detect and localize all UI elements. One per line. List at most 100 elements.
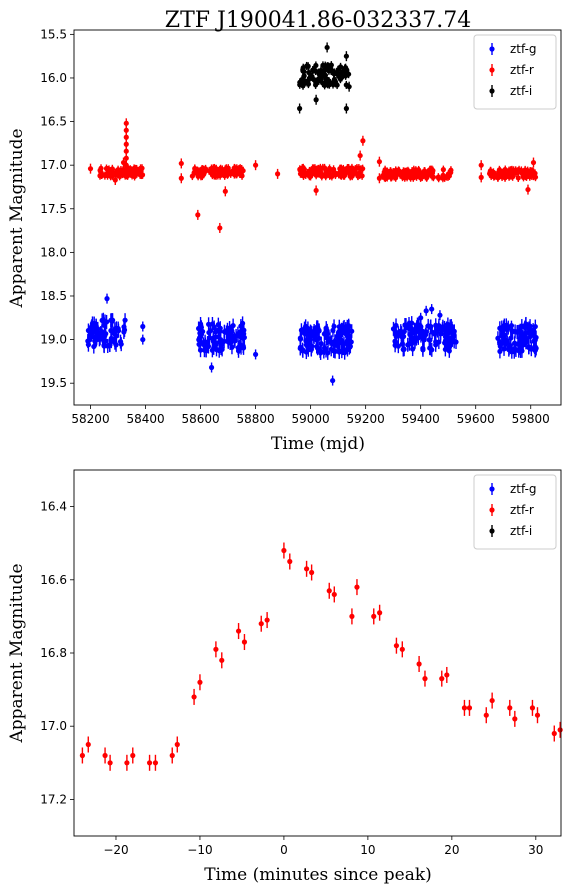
data-point: [138, 172, 145, 178]
data-point: [87, 166, 94, 172]
data-point: [96, 332, 102, 338]
data-point: [89, 320, 96, 327]
legend-marker: [489, 46, 495, 52]
data-point: [343, 53, 349, 59]
data-point: [134, 166, 140, 172]
data-point: [287, 558, 293, 565]
data-point: [466, 705, 473, 711]
data-point: [226, 325, 233, 331]
data-point: [308, 346, 314, 353]
data-point: [235, 628, 242, 634]
data-point: [258, 621, 264, 627]
data-point: [241, 334, 247, 341]
data-point: [335, 67, 341, 73]
legend-label: ztf-r: [510, 63, 534, 77]
data-point: [501, 346, 507, 352]
data-point: [216, 170, 222, 176]
data-point: [451, 333, 457, 339]
data-point: [196, 168, 202, 174]
data-point: [497, 348, 503, 355]
data-point: [122, 317, 128, 323]
data-point: [387, 168, 393, 174]
data-point: [551, 730, 557, 737]
data-point: [427, 345, 433, 351]
x-tick-label: 30: [528, 843, 543, 857]
data-point: [313, 68, 319, 74]
data-point: [123, 155, 129, 161]
data-point: [360, 138, 366, 144]
data-point: [447, 169, 453, 175]
data-point: [140, 336, 146, 343]
y-tick-label: 17.0: [40, 158, 67, 172]
data-point: [217, 225, 223, 231]
data-point: [320, 62, 326, 68]
x-tick-label: 0: [280, 843, 288, 857]
data-point: [201, 347, 208, 353]
data-point: [237, 166, 243, 172]
data-point: [110, 171, 116, 177]
y-tick-label: 16.6: [40, 573, 67, 587]
y-tick-label: 17.2: [40, 792, 67, 806]
data-point: [437, 312, 443, 318]
data-point: [195, 173, 201, 179]
data-point: [507, 705, 513, 711]
data-point: [87, 334, 93, 341]
chart-title: ZTF J190041.86-032337.74: [165, 8, 471, 33]
data-point: [317, 75, 323, 81]
data-point: [420, 345, 426, 351]
data-point: [523, 330, 529, 336]
data-point: [512, 716, 518, 722]
data-point: [428, 168, 434, 174]
data-point: [349, 613, 355, 620]
data-point: [102, 173, 108, 179]
data-point: [407, 331, 414, 338]
data-point: [343, 331, 349, 338]
data-point: [427, 324, 434, 330]
data-point: [211, 324, 217, 331]
data-point: [349, 328, 355, 334]
data-point: [209, 347, 215, 353]
data-point: [377, 610, 383, 616]
data-point: [174, 741, 180, 748]
data-point: [152, 760, 159, 766]
data-point: [424, 174, 430, 180]
data-point: [124, 760, 130, 766]
data-point: [297, 335, 303, 341]
data-point: [418, 324, 424, 330]
data-point: [420, 170, 427, 176]
data-point: [436, 339, 442, 345]
data-point: [528, 346, 534, 352]
data-point: [527, 174, 533, 180]
data-point: [275, 171, 281, 177]
data-point: [342, 350, 348, 356]
data-point: [219, 657, 225, 663]
data-point: [495, 175, 501, 181]
data-point: [123, 134, 129, 140]
data-point: [417, 329, 423, 335]
data-point: [371, 613, 377, 620]
data-point: [118, 341, 124, 347]
data-point: [301, 166, 307, 172]
data-point: [240, 345, 247, 351]
x-tick-label: 59000: [292, 412, 330, 426]
data-point: [499, 328, 505, 334]
plot-frame: [73, 29, 562, 406]
data-point: [393, 643, 400, 649]
data-point: [211, 165, 217, 171]
legend-label: ztf-g: [510, 42, 537, 56]
data-point: [210, 338, 216, 344]
panel-peak-zoom: −20 −10 0 10 20 30 16.4 16.6 16.8 17.0 17.2 ztf-g zt…: [40, 469, 563, 857]
data-point: [315, 324, 321, 330]
y-tick-label: 16.8: [40, 646, 67, 660]
data-point: [439, 326, 446, 332]
x-tick-label: 59200: [347, 412, 385, 426]
y-tick-label: 16.0: [40, 71, 67, 85]
data-point: [532, 170, 538, 176]
y-tick-label: 17.0: [40, 719, 67, 733]
data-point: [444, 672, 450, 678]
y-tick-label: 17.5: [40, 202, 67, 216]
legend-label: ztf-r: [510, 503, 534, 517]
data-point: [213, 646, 219, 652]
data-point: [512, 345, 518, 352]
data-point: [229, 334, 236, 341]
